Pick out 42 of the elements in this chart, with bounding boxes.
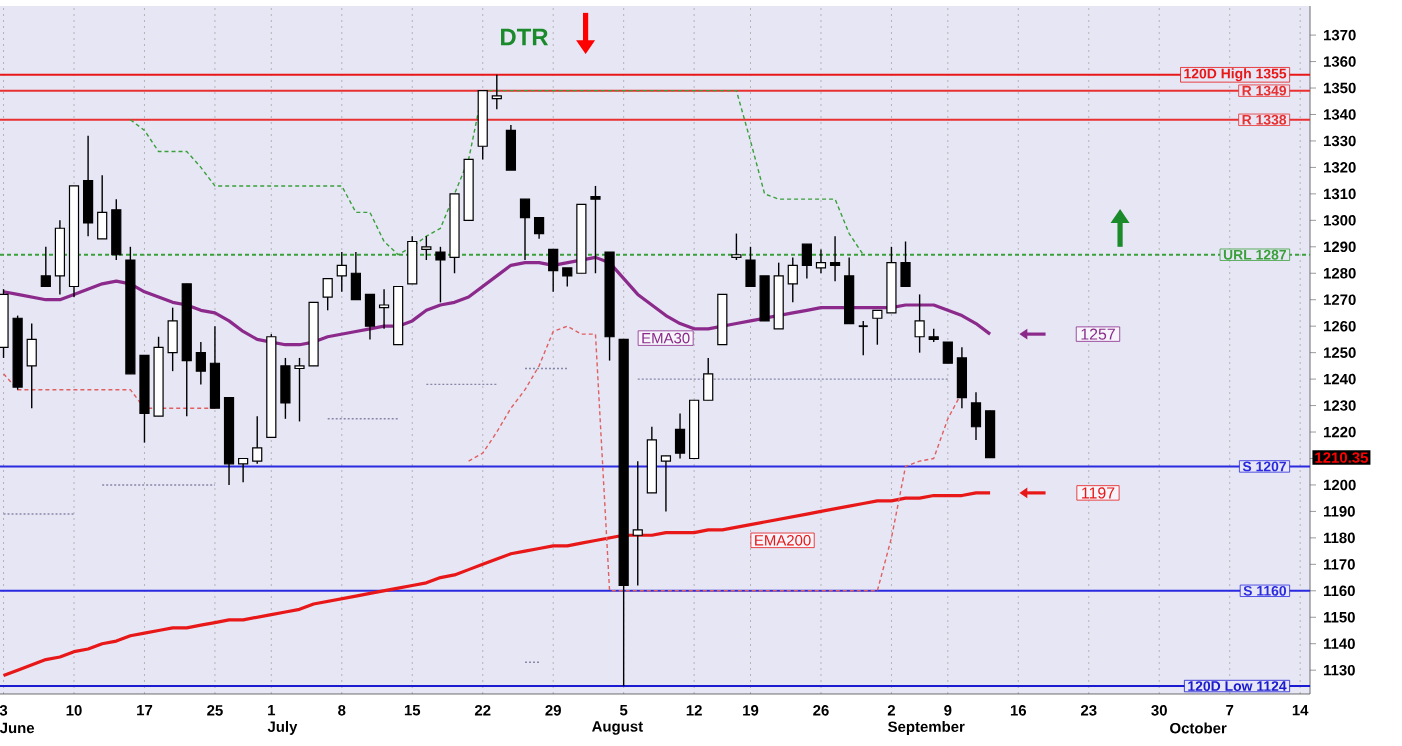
candlestick	[660, 455, 672, 513]
candlestick	[238, 457, 249, 483]
candlestick	[82, 134, 94, 237]
candlestick	[731, 232, 742, 261]
candlestick	[491, 74, 502, 110]
candlestick	[562, 267, 573, 288]
candlestick	[26, 322, 37, 409]
candlestick	[209, 325, 221, 409]
candlestick	[703, 357, 714, 401]
candlestick	[815, 248, 827, 274]
candlestick	[252, 415, 263, 465]
candlestick	[548, 248, 559, 293]
candlestick	[111, 198, 122, 261]
candlestick	[505, 124, 517, 171]
candlestick	[857, 320, 869, 356]
candlestick	[322, 277, 333, 311]
text: DTR	[501, 28, 549, 46]
candlestick	[519, 198, 531, 261]
candlestick	[984, 410, 996, 459]
candlestick	[590, 185, 601, 274]
candlestick	[844, 256, 855, 325]
candlestick	[378, 288, 390, 330]
candlestick	[40, 246, 51, 288]
candlestick	[350, 251, 361, 301]
candlestick	[421, 235, 432, 261]
candlestick	[167, 306, 178, 372]
candlestick	[829, 235, 841, 282]
candlestick	[942, 341, 953, 364]
candlestick	[787, 256, 798, 304]
candlestick	[970, 391, 982, 441]
candlestick	[801, 243, 812, 280]
candlestick	[195, 341, 206, 386]
candlestick	[632, 460, 643, 587]
candlestick	[364, 293, 376, 341]
candlestick	[407, 235, 418, 285]
candlestick	[533, 216, 545, 240]
candlestick	[914, 293, 925, 354]
candlestick	[336, 251, 347, 293]
candlestick	[97, 174, 108, 240]
candlestick	[956, 346, 968, 409]
candlestick	[674, 412, 686, 460]
candlestick	[54, 219, 66, 296]
